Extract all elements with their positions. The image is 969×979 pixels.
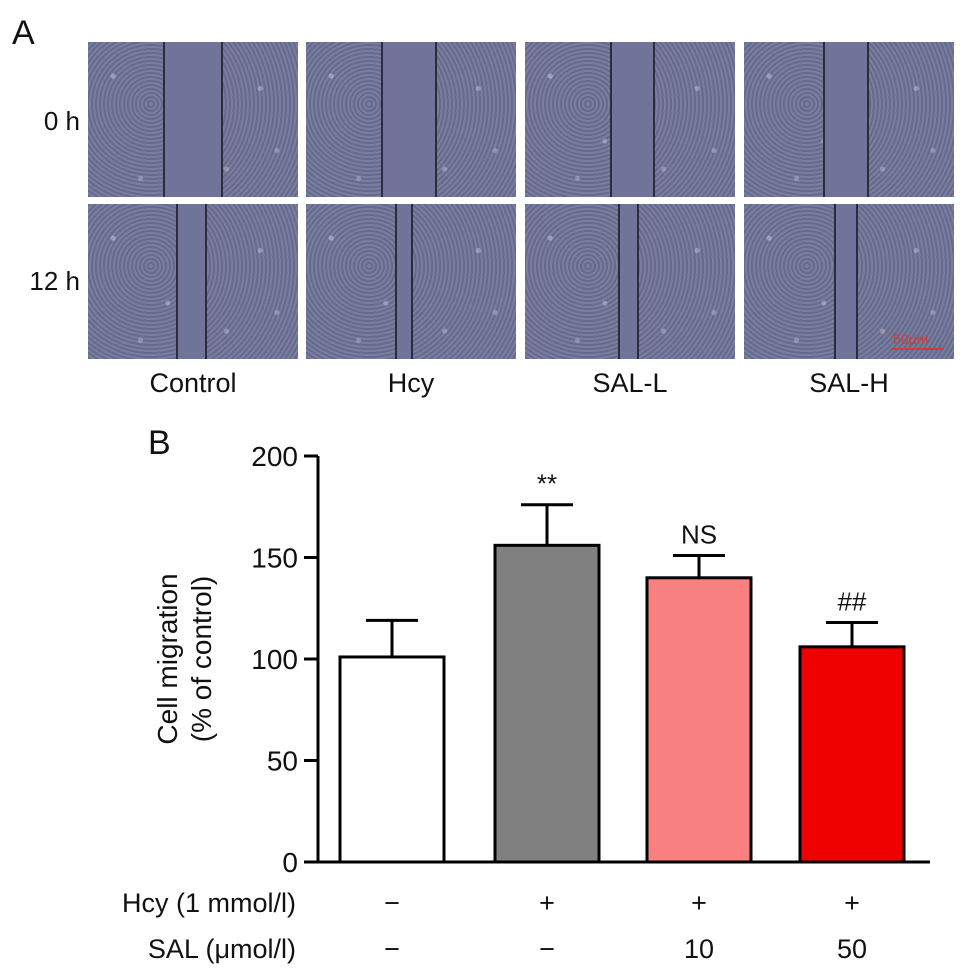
micrograph-control-12h: [88, 204, 298, 359]
condition-value-0-3: +: [844, 888, 860, 918]
scratch-edge: [395, 204, 397, 359]
micrograph-sal-l-0h: [525, 42, 735, 197]
y-axis-label: Cell migration (% of control): [152, 573, 217, 744]
scratch-edge: [653, 42, 655, 197]
scale-bar-label: 50μm: [893, 331, 929, 347]
condition-value-1-1: −: [539, 934, 555, 964]
micrograph-sal-h-0h: [744, 42, 954, 197]
panel-a-letter: A: [12, 14, 35, 52]
scratch-gap: [176, 204, 205, 359]
scratch-edge: [867, 42, 869, 197]
micrograph-sal-h-12h: [744, 204, 954, 359]
column-label-sal-l: SAL-L: [592, 368, 668, 398]
micrograph-hcy-0h: [306, 42, 516, 197]
scratch-gap: [395, 204, 411, 359]
condition-value-1-3: 50: [837, 934, 867, 964]
bar-annotation-2: NS: [681, 519, 717, 549]
row-label-12h: 12 h: [29, 266, 80, 296]
scratch-edge: [637, 204, 639, 359]
condition-value-0-2: +: [691, 888, 707, 918]
y-tick-label-100: 100: [251, 644, 298, 675]
y-tick-label-50: 50: [267, 746, 298, 777]
y-tick-label-0: 0: [282, 847, 298, 878]
bar-2: [645, 576, 753, 864]
micrograph-hcy-12h: [306, 204, 516, 359]
condition-label-0: Hcy (1 mmol/l): [122, 888, 296, 918]
scratch-gap: [610, 42, 653, 197]
column-label-hcy: Hcy: [387, 368, 435, 398]
scratch-gap: [618, 204, 637, 359]
scratch-edge: [856, 204, 858, 359]
micrograph-control-0h: [88, 42, 298, 197]
condition-value-0-0: −: [384, 888, 400, 918]
panel-b-letter: B: [148, 424, 171, 462]
scratch-edge: [163, 42, 165, 197]
scratch-edge: [205, 204, 207, 359]
scratch-edge: [221, 42, 223, 197]
row-label-0h: 0 h: [43, 106, 80, 136]
column-label-control: Control: [149, 368, 237, 398]
scratch-gap: [823, 42, 867, 197]
scratch-edge: [381, 42, 383, 197]
scratch-edge: [618, 204, 620, 359]
scale-bar: [892, 348, 944, 350]
scratch-gap: [381, 42, 435, 197]
bar-3: [798, 645, 906, 864]
bar-annotation-1: **: [537, 469, 557, 499]
scratch-edge: [411, 204, 413, 359]
scratch-gap: [163, 42, 221, 197]
bar-0: [338, 655, 446, 864]
condition-label-1: SAL (μmol/l): [148, 934, 296, 964]
bar-annotation-3: ##: [838, 586, 867, 616]
y-axis-label-line1: Cell migration: [152, 573, 183, 744]
scratch-gap: [834, 204, 856, 359]
condition-value-0-1: +: [539, 888, 555, 918]
condition-value-1-0: −: [384, 934, 400, 964]
scratch-edge: [435, 42, 437, 197]
y-axis-label-line2: (% of control): [186, 576, 217, 743]
y-tick-label-200: 200: [251, 441, 298, 472]
condition-value-1-2: 10: [684, 934, 714, 964]
bar-1: [493, 543, 601, 864]
micrograph-sal-l-12h: [525, 204, 735, 359]
scratch-edge: [176, 204, 178, 359]
scratch-edge: [823, 42, 825, 197]
scratch-edge: [834, 204, 836, 359]
y-tick-label-150: 150: [251, 543, 298, 574]
scratch-edge: [610, 42, 612, 197]
column-label-sal-h: SAL-H: [809, 368, 889, 398]
